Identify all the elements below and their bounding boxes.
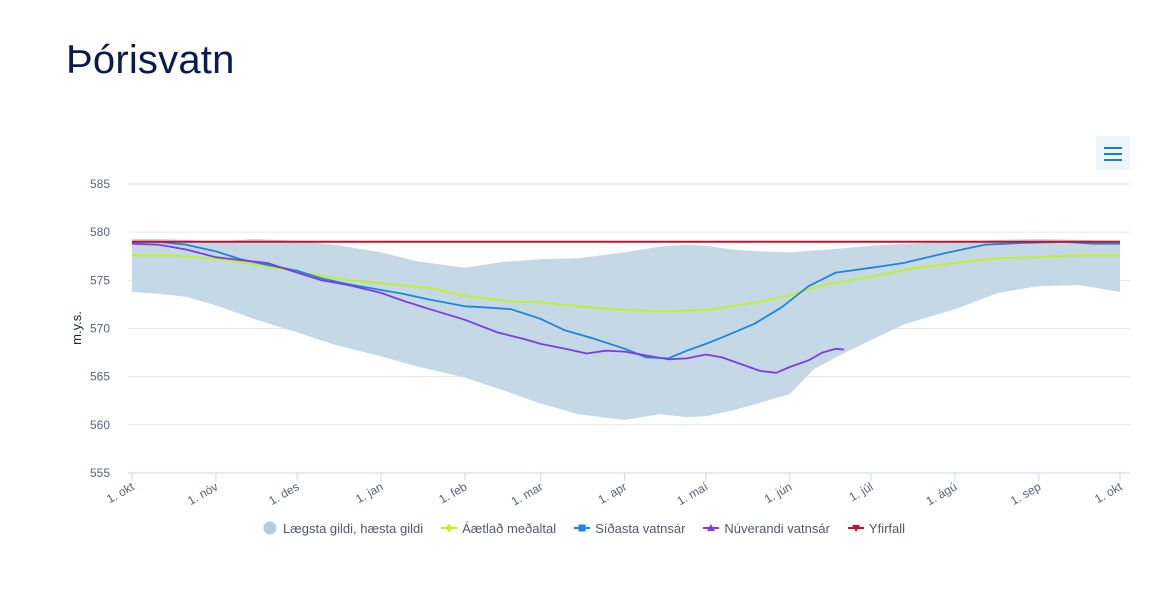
x-tick-label: 1. des (266, 479, 301, 507)
x-tick-label: 1. jan (353, 479, 385, 506)
legend-label: Lægsta gildi, hæsta gildi (282, 520, 424, 536)
y-tick-label: 565 (90, 370, 110, 384)
legend-label: Yfirfall (868, 520, 906, 536)
hamburger-menu-icon-line (1104, 153, 1122, 155)
y-tick-label: 555 (90, 466, 110, 480)
x-tick-label: 1. mar (509, 479, 545, 508)
legend-label: Áætlað meðaltal (462, 520, 557, 536)
chart-legend: Lægsta gildi, hæsta gildi Áætlað meðaltal… (0, 520, 1167, 536)
page-title: Þórisvatn (66, 38, 235, 82)
legend-marker-triangle-down-icon (847, 525, 864, 532)
x-tick-label: 1. okt (104, 479, 137, 506)
x-tick-label: 1. feb (436, 479, 469, 506)
y-tick-label: 575 (90, 273, 110, 287)
y-tick-label: 585 (90, 177, 110, 191)
range-band-min-max (132, 238, 1120, 420)
x-tick-label: 1. ágú (923, 479, 959, 508)
x-tick-label: 1. jún (762, 479, 794, 506)
x-tick-label: 1. sep (1008, 479, 1044, 508)
series-line-síðasta-vatnsár (132, 240, 1120, 360)
x-tick-label: 1. maí (674, 479, 710, 508)
series-line-núverandi-vatnsár (131, 242, 845, 374)
legend-marker-diamond-icon (441, 524, 458, 532)
y-tick-label: 580 (90, 225, 110, 239)
legend-item[interactable]: Áætlað meðaltal (441, 520, 556, 536)
y-tick-label: 570 (90, 322, 110, 336)
x-tick-label: 1. okt (1092, 479, 1125, 506)
legend-marker-square-icon (574, 524, 591, 532)
x-tick-label: 1. júl (847, 479, 876, 504)
legend-item[interactable]: Yfirfall (847, 520, 906, 536)
legend-label: Síðasta vatnsár (595, 520, 686, 536)
legend-marker-circle-icon (263, 521, 277, 535)
x-tick-label: 1. apr (596, 479, 630, 506)
legend-item[interactable]: Lægsta gildi, hæsta gildi (262, 520, 423, 536)
chart-menu-button[interactable] (1096, 136, 1130, 170)
legend-label: Núverandi vatnsár (724, 520, 830, 536)
y-axis-label: m.y.s. (69, 311, 84, 345)
plot-area (131, 238, 1120, 420)
x-axis: 1. okt 1. nóv 1. des 1. jan 1. feb 1. mar 1. a… (104, 472, 1130, 509)
hamburger-menu-icon (1104, 147, 1122, 149)
y-tick-label: 560 (90, 418, 110, 432)
legend-item[interactable]: Núverandi vatnsár (703, 520, 830, 536)
hamburger-menu-icon-line (1104, 159, 1122, 161)
legend-item[interactable]: Síðasta vatnsár (574, 520, 685, 536)
x-tick-label: 1. nóv (185, 479, 220, 507)
y-axis-ticks: 555 560 565 570 575 580 585 (90, 177, 110, 480)
legend-marker-triangle-icon (703, 524, 720, 531)
